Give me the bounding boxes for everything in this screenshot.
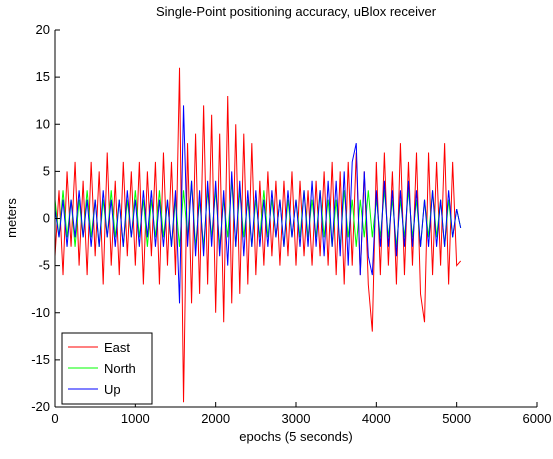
- y-tick-label: 0: [43, 211, 50, 226]
- x-tick-label: 6000: [523, 411, 552, 426]
- series-line: [55, 105, 462, 304]
- series-line: [55, 67, 462, 403]
- y-axis-label: meters: [4, 198, 19, 238]
- y-tick-label: 20: [36, 22, 50, 37]
- x-axis-label: epochs (5 seconds): [239, 429, 352, 444]
- y-tick-label: -20: [31, 399, 50, 414]
- legend-label: Up: [104, 382, 121, 397]
- chart-title: Single-Point positioning accuracy, uBlox…: [156, 4, 437, 19]
- x-tick-label: 0: [51, 411, 58, 426]
- legend-label: East: [104, 340, 130, 355]
- y-tick-label: 10: [36, 116, 50, 131]
- x-tick-label: 1000: [121, 411, 150, 426]
- x-tick-label: 2000: [201, 411, 230, 426]
- y-tick-label: -10: [31, 305, 50, 320]
- legend-label: North: [104, 361, 136, 376]
- x-tick-label: 3000: [282, 411, 311, 426]
- y-tick-label: 5: [43, 163, 50, 178]
- x-tick-label: 4000: [362, 411, 391, 426]
- x-tick-label: 5000: [442, 411, 471, 426]
- plot-lines: [55, 67, 462, 403]
- y-tick-label: -15: [31, 352, 50, 367]
- y-tick-label: -5: [38, 258, 50, 273]
- y-tick-label: 15: [36, 69, 50, 84]
